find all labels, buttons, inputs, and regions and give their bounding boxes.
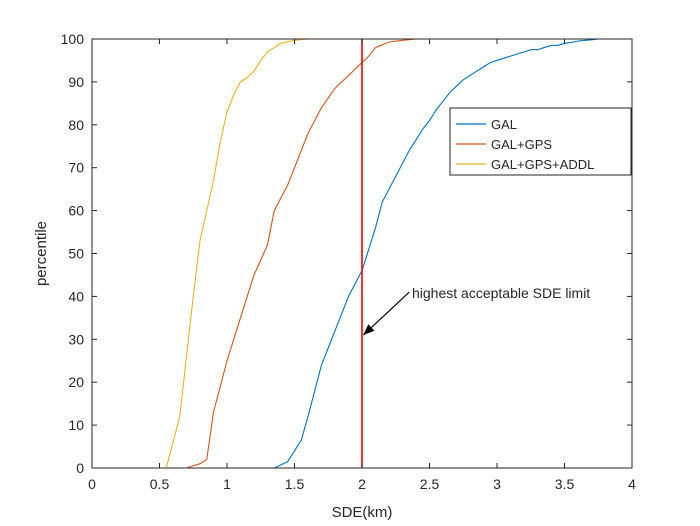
- y-tick-label: 60: [68, 203, 84, 219]
- x-tick-label: 1: [223, 476, 231, 492]
- series-layer: [92, 38, 632, 469]
- y-tick-label: 100: [61, 31, 85, 47]
- legend-label: GAL+GPS: [491, 137, 552, 152]
- x-tick-label: 4: [628, 476, 636, 492]
- y-tick-label: 20: [68, 374, 84, 390]
- y-tick-label: 0: [76, 460, 84, 476]
- legend-entries: GAL GAL+GPS GAL+GPS+ADDL: [456, 117, 594, 172]
- y-axis-label: percentile: [33, 221, 50, 286]
- x-tick-label: 3: [493, 476, 501, 492]
- annotation: highest acceptable SDE limit: [362, 285, 590, 336]
- x-tick-label: 3.5: [555, 476, 575, 492]
- series-line-gal-plus-gps: [92, 38, 632, 469]
- y-tick-label: 90: [68, 74, 84, 90]
- legend-label: GAL: [491, 117, 517, 132]
- y-tick-label: 10: [68, 417, 84, 433]
- x-axis-ticks: 0 0.5 1 1.5 2 2.5 3 3.5 4: [88, 39, 636, 492]
- x-tick-label: 2: [358, 476, 366, 492]
- x-tick-label: 1.5: [285, 476, 305, 492]
- series-line-gal: [92, 38, 632, 469]
- x-tick-label: 2.5: [420, 476, 440, 492]
- y-tick-label: 30: [68, 331, 84, 347]
- y-tick-label: 70: [68, 160, 84, 176]
- y-tick-label: 40: [68, 288, 84, 304]
- legend: GAL GAL+GPS GAL+GPS+ADDL: [449, 107, 632, 176]
- legend-label: GAL+GPS+ADDL: [491, 157, 594, 172]
- annotation-text: highest acceptable SDE limit: [412, 285, 590, 301]
- x-axis-label: SDE(km): [332, 504, 393, 521]
- y-tick-label: 80: [68, 117, 84, 133]
- y-axis-ticks: 0 10 20 30 40 50 60 70 80 90 100: [61, 31, 632, 476]
- y-tick-label: 50: [68, 246, 84, 262]
- x-tick-label: 0.5: [150, 476, 170, 492]
- x-tick-label: 0: [88, 476, 96, 492]
- annotation-arrowhead: [363, 324, 375, 336]
- series-line-gal-plus-gps-plus-addl: [92, 38, 632, 469]
